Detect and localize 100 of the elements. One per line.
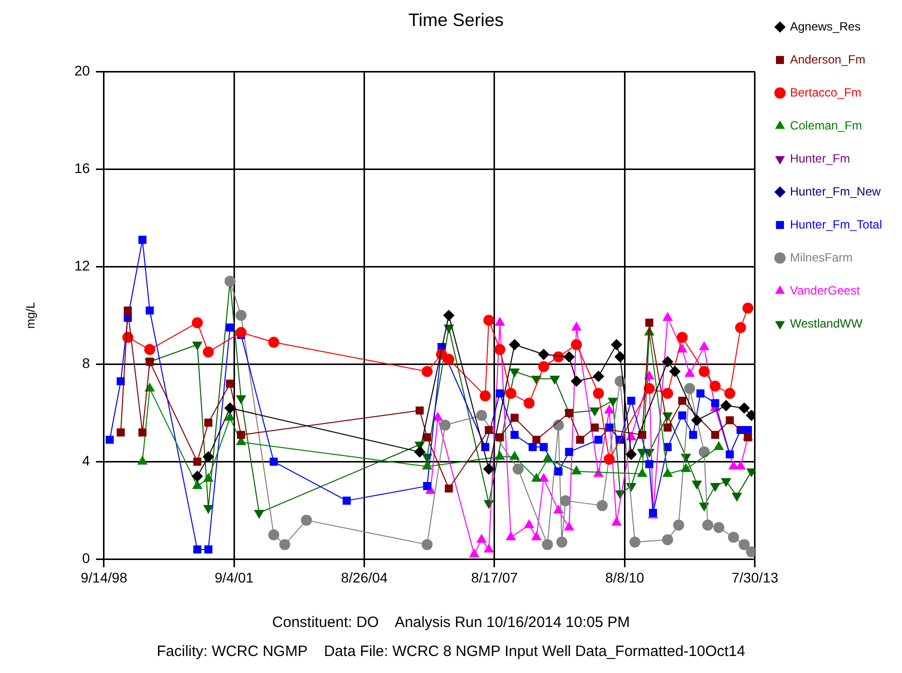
point	[496, 433, 504, 442]
point	[524, 398, 535, 409]
point	[691, 414, 702, 426]
point	[728, 532, 740, 543]
point	[713, 522, 724, 534]
point	[495, 451, 505, 460]
point	[572, 466, 582, 474]
point	[711, 430, 720, 439]
point	[254, 510, 264, 518]
legend-label: Hunter_Fm_Total	[790, 217, 882, 232]
point	[570, 339, 582, 350]
point	[735, 322, 746, 334]
point	[564, 522, 574, 531]
point	[524, 520, 534, 528]
x-tick-label: 8/8/10	[605, 569, 644, 586]
point	[268, 529, 280, 540]
point	[204, 545, 212, 554]
point	[202, 451, 214, 462]
point	[626, 448, 637, 460]
legend-label: Anderson_Fm	[790, 52, 866, 66]
point	[236, 326, 247, 338]
point	[510, 368, 520, 377]
x-tick-label: 9/4/01	[214, 569, 254, 586]
point	[432, 412, 443, 421]
point	[673, 520, 684, 531]
point	[484, 544, 494, 552]
point	[724, 388, 736, 399]
point	[144, 383, 155, 392]
point	[629, 536, 640, 548]
point	[138, 428, 146, 436]
point	[138, 456, 148, 465]
point	[554, 467, 562, 476]
point	[746, 468, 755, 477]
point	[236, 395, 246, 404]
point	[645, 318, 654, 327]
point	[540, 443, 548, 452]
point	[496, 389, 504, 398]
point	[538, 361, 550, 372]
point	[538, 348, 550, 360]
point	[443, 310, 454, 321]
point	[627, 396, 636, 405]
point	[714, 442, 724, 450]
point	[204, 418, 212, 427]
point	[509, 339, 520, 350]
y-tick-label: 4	[82, 452, 90, 469]
point	[592, 370, 604, 382]
point	[192, 480, 202, 490]
x-tick-label: 9/14/98	[80, 569, 128, 586]
legend-label: MilnesFarm	[790, 250, 853, 264]
text: Constituent: DO Analysis Run 10/16/2014 10:05 PM	[271, 614, 631, 631]
legend-label: Bertacco_Fm	[790, 85, 862, 100]
point	[726, 416, 734, 424]
y-tick-label: 20	[74, 62, 90, 78]
point	[444, 484, 453, 493]
point	[590, 424, 599, 432]
point	[342, 496, 351, 505]
point	[236, 310, 247, 321]
point	[604, 454, 615, 465]
point	[726, 450, 734, 458]
y-tick-label: 8	[82, 355, 90, 372]
point	[510, 430, 519, 439]
legend-label: WestlandWW	[790, 316, 864, 330]
point	[138, 236, 146, 244]
point	[662, 312, 672, 321]
point	[225, 412, 235, 421]
point	[512, 463, 524, 474]
point	[662, 388, 674, 399]
point	[736, 461, 746, 470]
point	[677, 344, 688, 353]
point	[510, 451, 520, 460]
point	[596, 500, 608, 512]
point	[268, 336, 280, 348]
point	[732, 492, 742, 502]
point	[422, 366, 433, 377]
point	[538, 473, 549, 482]
point	[416, 406, 424, 415]
point	[483, 463, 494, 474]
point	[532, 532, 542, 540]
point	[728, 461, 738, 470]
point	[676, 332, 688, 343]
y-tick-label: 12	[74, 258, 90, 274]
point	[604, 404, 614, 414]
point	[224, 402, 236, 414]
point	[590, 407, 600, 416]
point	[744, 426, 752, 434]
point	[592, 388, 604, 399]
point	[550, 376, 560, 384]
point	[594, 436, 603, 444]
x-tick-label: 7/30/13	[732, 569, 779, 586]
point	[484, 426, 493, 434]
point	[193, 458, 202, 466]
point	[423, 482, 432, 490]
point	[664, 424, 672, 432]
point	[124, 306, 132, 315]
point	[684, 368, 694, 377]
point	[106, 436, 114, 444]
point	[699, 342, 709, 350]
point	[702, 520, 714, 531]
y-tick-label: 16	[74, 160, 90, 176]
point	[443, 354, 454, 365]
